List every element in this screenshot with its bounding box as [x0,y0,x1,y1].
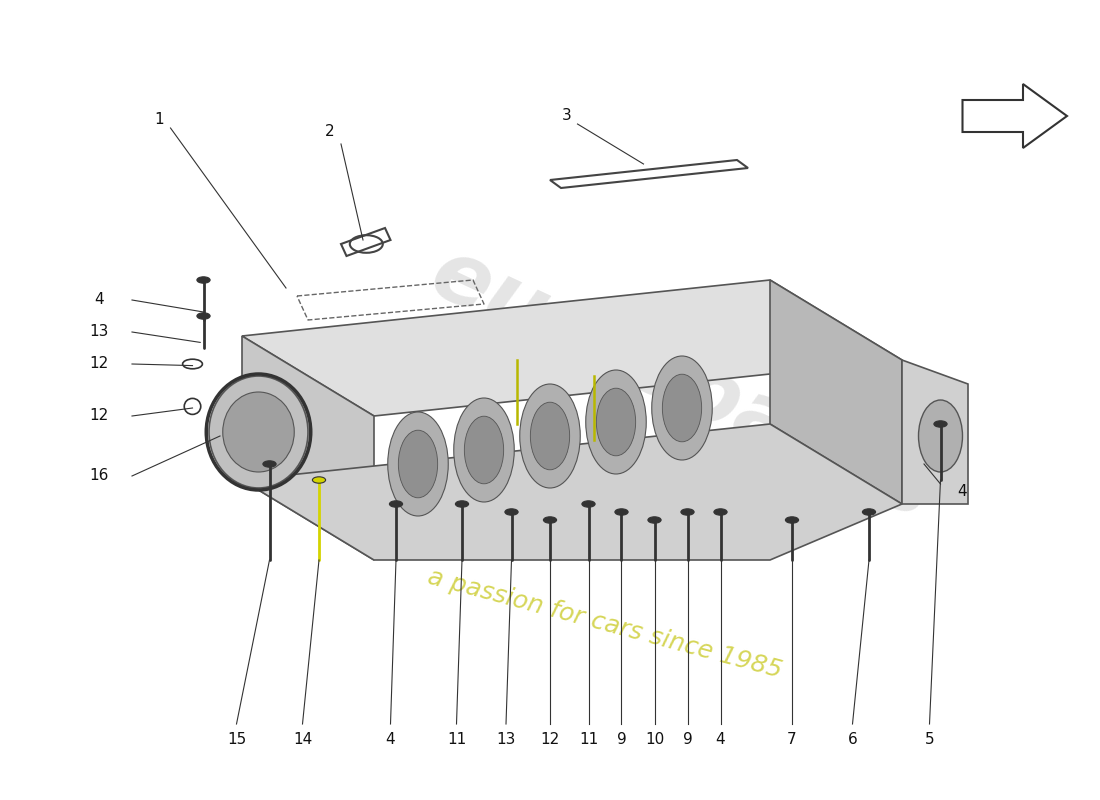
Ellipse shape [464,416,504,484]
Text: 2: 2 [326,125,334,139]
Polygon shape [242,280,902,416]
Ellipse shape [596,388,636,456]
Text: 12: 12 [89,409,109,423]
Text: 4: 4 [958,485,967,499]
Ellipse shape [455,501,469,507]
Text: 15: 15 [227,733,246,747]
Ellipse shape [222,392,295,472]
Text: a passion for cars since 1985: a passion for cars since 1985 [426,565,784,683]
Text: 12: 12 [89,357,109,371]
Ellipse shape [543,517,557,523]
Ellipse shape [585,370,647,474]
Ellipse shape [934,421,947,427]
Text: 6: 6 [848,733,857,747]
Text: 4: 4 [716,733,725,747]
Text: 3: 3 [562,109,571,123]
Text: 10: 10 [645,733,664,747]
Text: 11: 11 [579,733,598,747]
Polygon shape [242,424,902,560]
Ellipse shape [785,517,799,523]
Ellipse shape [505,509,518,515]
Ellipse shape [862,509,876,515]
Text: 1: 1 [155,113,164,127]
Polygon shape [770,280,902,504]
Ellipse shape [662,374,702,442]
Ellipse shape [263,461,276,467]
Ellipse shape [519,384,581,488]
Text: 4: 4 [386,733,395,747]
Ellipse shape [209,376,308,488]
Text: 13: 13 [496,733,516,747]
Polygon shape [902,360,968,504]
Ellipse shape [312,477,326,483]
Text: 9: 9 [617,733,626,747]
Ellipse shape [714,509,727,515]
Text: 5: 5 [925,733,934,747]
Ellipse shape [453,398,515,502]
Text: 12: 12 [540,733,560,747]
Text: 9: 9 [683,733,692,747]
Ellipse shape [389,501,403,507]
Text: 14: 14 [293,733,312,747]
Text: 7: 7 [788,733,796,747]
Ellipse shape [918,400,962,472]
Ellipse shape [398,430,438,498]
Polygon shape [962,84,1067,148]
Ellipse shape [681,509,694,515]
Text: eurospares: eurospares [418,231,946,537]
Ellipse shape [387,412,449,516]
Text: 4: 4 [95,293,103,307]
Ellipse shape [197,313,210,319]
Ellipse shape [651,356,713,460]
Text: 13: 13 [89,325,109,339]
Ellipse shape [197,277,210,283]
Text: 16: 16 [89,469,109,483]
Ellipse shape [582,501,595,507]
Text: 11: 11 [447,733,466,747]
Ellipse shape [648,517,661,523]
Polygon shape [242,336,374,560]
Ellipse shape [615,509,628,515]
Ellipse shape [530,402,570,470]
